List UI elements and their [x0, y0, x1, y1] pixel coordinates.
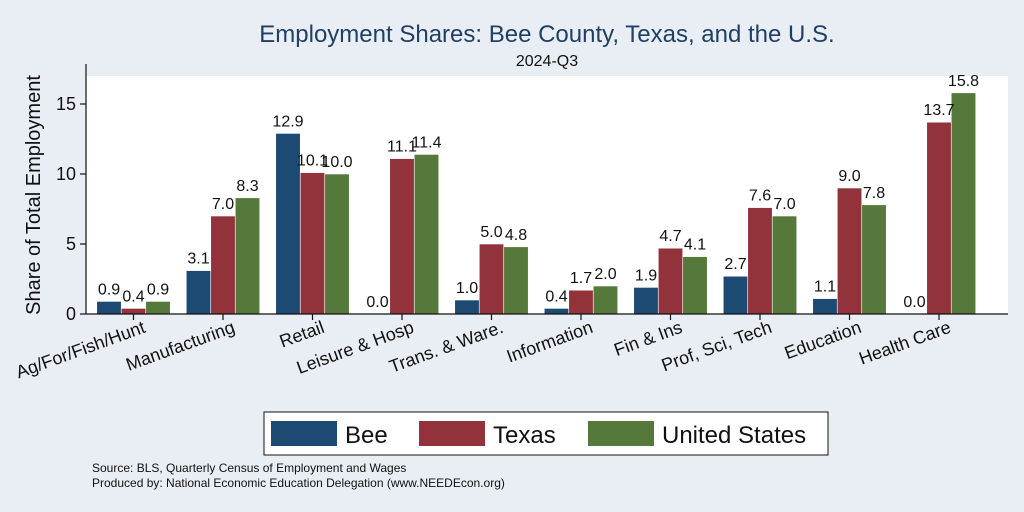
data-label-united-states-education: 7.8	[863, 185, 885, 202]
data-label-texas-education: 9.0	[838, 168, 860, 185]
data-label-united-states-retail: 10.0	[321, 154, 352, 171]
data-label-united-states-leisure-hosp: 11.4	[412, 134, 442, 151]
legend-swatch-bee	[271, 421, 337, 446]
bar-united-states-retail	[324, 173, 350, 315]
data-label-united-states-prof-sci-tech: 7.0	[773, 196, 795, 213]
category-label-retail: Retail	[277, 317, 327, 352]
data-label-texas-ag-for-fish-hunt: 0.4	[122, 288, 144, 305]
bar-texas-health-care	[926, 121, 952, 315]
bar-texas-education	[836, 187, 863, 315]
data-label-texas-leisure-hosp: 11.1	[387, 139, 417, 156]
bar-united-states-health-care	[950, 92, 977, 315]
legend-label-bee: Bee	[345, 422, 388, 449]
y-tick-label: 0	[66, 304, 76, 324]
legend: Bee Texas United States	[263, 411, 829, 456]
y-axis: 0 5 10 15	[56, 64, 87, 324]
data-label-bee-trans-ware: 1.0	[456, 280, 478, 297]
bar-texas-leisure-hosp	[389, 158, 415, 315]
data-label-bee-prof-sci-tech: 2.7	[724, 256, 746, 273]
bar-texas-ag-for-fish-hunt	[120, 308, 147, 315]
bar-bee-fin-ins	[633, 287, 659, 315]
data-label-bee-ag-for-fish-hunt: 0.9	[98, 281, 120, 298]
legend-box	[263, 411, 829, 456]
bar-united-states-education	[861, 204, 887, 315]
data-label-bee-health-care: 0.0	[903, 294, 925, 311]
chart-title: Employment Shares: Bee County, Texas, an…	[259, 21, 834, 48]
legend-label-united-states: United States	[662, 422, 806, 449]
data-label-texas-trans-ware: 5.0	[480, 224, 502, 241]
data-label-bee-manufacturing: 3.1	[187, 251, 209, 268]
data-label-texas-health-care: 13.7	[923, 102, 954, 119]
data-label-united-states-fin-ins: 4.1	[684, 237, 706, 254]
bar-united-states-fin-ins	[682, 256, 708, 315]
legend-swatch-united-states	[588, 421, 654, 446]
bar-united-states-leisure-hosp	[413, 154, 440, 315]
data-label-united-states-information: 2.0	[594, 266, 616, 283]
data-label-united-states-health-care: 15.8	[948, 73, 979, 90]
category-label-information: Information	[504, 317, 595, 367]
bar-texas-information	[568, 289, 594, 315]
category-label-health-care: Health Care	[856, 317, 953, 369]
y-tick-label: 15	[56, 94, 76, 114]
data-label-united-states-trans-ware: 4.8	[505, 227, 527, 244]
y-tick-label: 5	[66, 234, 76, 254]
bar-united-states-prof-sci-tech	[771, 215, 798, 315]
bar-bee-education	[812, 298, 838, 315]
bar-united-states-trans-ware	[503, 246, 529, 315]
data-label-bee-information: 0.4	[545, 288, 567, 305]
bar-texas-trans-ware	[478, 243, 505, 315]
data-label-texas-information: 1.7	[570, 270, 592, 287]
data-label-texas-prof-sci-tech: 7.6	[749, 188, 771, 205]
data-label-texas-retail: 10.1	[297, 153, 328, 170]
data-label-bee-retail: 12.9	[272, 113, 303, 130]
bars-layer	[96, 92, 977, 315]
bar-bee-retail	[275, 133, 301, 315]
bar-united-states-ag-for-fish-hunt	[145, 301, 171, 315]
legend-swatch-texas	[419, 421, 485, 446]
chart-subtitle: 2024-Q3	[516, 53, 578, 70]
source-note: Source: BLS, Quarterly Census of Employm…	[92, 461, 406, 475]
bar-bee-ag-for-fish-hunt	[96, 301, 122, 315]
y-tick-label: 10	[56, 164, 76, 184]
bar-bee-trans-ware	[454, 299, 480, 315]
data-label-bee-education: 1.1	[814, 279, 836, 296]
data-label-bee-fin-ins: 1.9	[635, 267, 657, 284]
bar-united-states-manufacturing	[234, 197, 261, 315]
bar-united-states-information	[592, 285, 619, 315]
category-label-education: Education	[782, 317, 864, 363]
bar-texas-prof-sci-tech	[747, 207, 773, 315]
legend-label-texas: Texas	[493, 422, 556, 449]
bar-bee-manufacturing	[185, 270, 212, 315]
data-label-united-states-manufacturing: 8.3	[236, 178, 258, 195]
bar-bee-information	[543, 308, 570, 315]
bar-texas-manufacturing	[210, 215, 236, 315]
bar-bee-prof-sci-tech	[722, 275, 749, 315]
data-label-texas-manufacturing: 7.0	[212, 196, 234, 213]
data-labels-layer: 0.9 0.4 0.93.17.08.312.910.110.00.011.111.…	[98, 73, 979, 311]
data-label-united-states-ag-for-fish-hunt: 0.9	[147, 281, 169, 298]
data-label-bee-leisure-hosp: 0.0	[366, 294, 388, 311]
category-label-ag-for-fish-hunt: Ag/For/Fish/Hunt	[13, 317, 148, 382]
data-label-texas-fin-ins: 4.7	[659, 228, 681, 245]
bar-texas-fin-ins	[657, 247, 684, 315]
produced-by-note: Produced by: National Economic Education…	[92, 476, 505, 490]
bar-texas-retail	[299, 172, 326, 315]
y-axis-title: Share of Total Employment	[23, 75, 45, 315]
